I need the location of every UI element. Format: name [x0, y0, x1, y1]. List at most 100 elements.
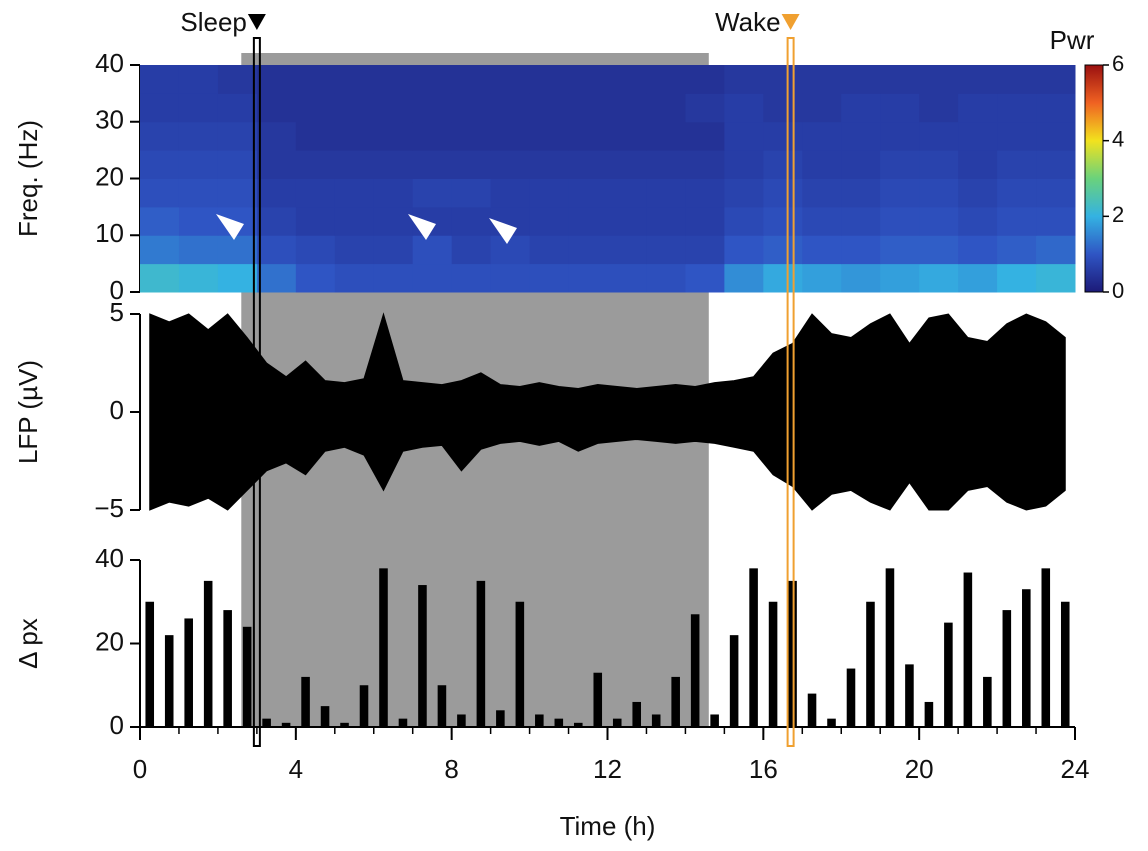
heatmap-cell — [334, 93, 375, 123]
bar — [535, 714, 544, 727]
heatmap-cell — [997, 150, 1037, 179]
heatmap-cell — [490, 263, 531, 293]
bar — [768, 601, 778, 727]
bar — [807, 693, 817, 727]
heatmap-cell — [217, 150, 258, 179]
heatmap-cell — [724, 150, 764, 179]
heatmap-cell — [568, 178, 608, 208]
bar — [846, 668, 856, 727]
heatmap-cell — [529, 235, 570, 265]
bar — [281, 722, 291, 727]
heatmap-cell — [178, 263, 219, 293]
marker-label: Sleep — [180, 7, 247, 37]
heatmap-cell — [841, 206, 881, 236]
heatmap-cell — [412, 178, 453, 208]
x-tick-label: 20 — [905, 754, 934, 784]
heatmap-cell — [646, 65, 686, 94]
heatmap-cell — [140, 121, 180, 151]
heatmap-cell — [724, 206, 764, 236]
x-tick-label: 16 — [749, 754, 778, 784]
heatmap-cell — [880, 65, 920, 94]
bar — [905, 664, 914, 727]
heatmap-cell — [217, 178, 258, 208]
x-tick-label: 0 — [133, 754, 147, 784]
heatmap-cell — [373, 178, 414, 208]
heatmap-cell — [763, 263, 803, 293]
heatmap-cell — [646, 121, 686, 151]
heatmap-cell — [295, 235, 336, 265]
heatmap-cell — [763, 65, 803, 94]
bar — [885, 568, 895, 727]
heatmap-cell — [841, 235, 881, 265]
bar — [671, 676, 680, 727]
y-tick-label: 40 — [95, 48, 124, 78]
heatmap-cell — [451, 65, 492, 94]
colorbar-tick-label: 6 — [1112, 51, 1124, 76]
x-axis-label: Time (h) — [560, 811, 656, 841]
heatmap-cell — [880, 121, 920, 151]
heatmap-cell — [880, 178, 920, 208]
heatmap-cell — [295, 121, 336, 151]
heatmap-cell — [958, 93, 998, 123]
heatmap-cell — [295, 178, 336, 208]
heatmap-cell — [140, 178, 180, 208]
annotation-layer: Sleep Wake — [180, 7, 800, 747]
heatmap-cell — [841, 150, 881, 179]
colorbar — [1084, 64, 1104, 293]
colorbar-tick-label: 2 — [1112, 202, 1124, 227]
heatmap-cell — [880, 150, 920, 179]
heatmap-cell — [1036, 235, 1076, 265]
heatmap-cell — [997, 178, 1037, 208]
bar — [573, 722, 583, 727]
heatmap-cell — [607, 121, 647, 151]
heatmap-cell — [646, 206, 686, 236]
heatmap-cell — [412, 65, 453, 94]
bar — [437, 685, 447, 727]
heatmap-cell — [919, 178, 959, 208]
heatmap-cell — [607, 178, 647, 208]
bar — [359, 685, 369, 727]
heatmap-cell — [256, 65, 297, 94]
heatmap-cell — [490, 93, 531, 123]
heatmap-cell — [763, 93, 803, 123]
bar — [554, 718, 564, 727]
x-tick-label: 4 — [289, 754, 303, 784]
bar — [496, 710, 505, 727]
heatmap-cell — [607, 65, 647, 94]
bar — [340, 722, 349, 727]
heatmap-cell — [724, 263, 764, 293]
heatmap-cell — [140, 150, 180, 179]
heatmap-cell — [802, 206, 842, 236]
heatmap-cell — [997, 93, 1037, 123]
heatmap-cell — [529, 150, 570, 179]
heatmap-cell — [919, 150, 959, 179]
heatmap-cell — [256, 263, 297, 293]
heatmap-cell — [373, 206, 414, 236]
heatmap-cell — [217, 263, 258, 293]
heatmap-cell — [763, 150, 803, 179]
y-axis-label: Δ px — [13, 618, 43, 669]
heatmap-cell — [529, 206, 570, 236]
heatmap-cell — [178, 121, 219, 151]
arrowhead — [216, 214, 244, 240]
heatmap-cell — [334, 178, 375, 208]
heatmap-cell — [334, 235, 375, 265]
bar — [632, 701, 642, 727]
bar — [418, 585, 427, 727]
heatmap-cell — [607, 150, 647, 179]
bar — [379, 568, 388, 727]
bar — [924, 701, 934, 727]
colorbar-tick-label: 0 — [1112, 278, 1124, 303]
bar — [690, 614, 700, 727]
bar — [398, 718, 408, 727]
heatmap-cell — [802, 121, 842, 151]
bar — [593, 672, 603, 727]
heatmap-cell — [919, 65, 959, 94]
heatmap-cell — [568, 65, 608, 94]
heatmap-cell — [451, 178, 492, 208]
heatmap-cell — [919, 206, 959, 236]
heatmap-cell — [217, 65, 258, 94]
heatmap-cell — [724, 121, 764, 151]
heatmap-cell — [880, 263, 920, 293]
bar — [710, 714, 719, 727]
